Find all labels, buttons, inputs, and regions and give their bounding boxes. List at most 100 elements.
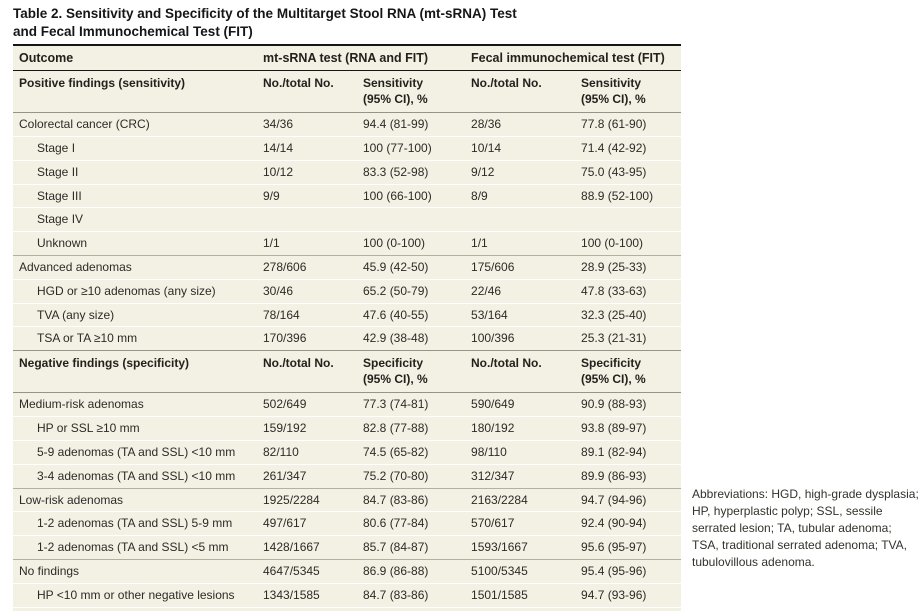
row-label: TVA (any size) [13, 302, 257, 327]
outcome-column-header: Outcome [13, 45, 257, 71]
cell-value: 94.4 (81-99) [357, 112, 466, 137]
cell-value: 95.6 (95-97) [575, 535, 682, 560]
cell-value: 1343/1585 [257, 582, 357, 608]
cell-value: 80.6 (77-84) [357, 511, 466, 536]
cell-value: 47.8 (33-63) [575, 278, 682, 304]
table-row: HGD or ≥10 adenomas (any size) 30/46 65.… [13, 278, 682, 304]
cell-value: 22/46 [465, 278, 576, 304]
cell-value: 1501/1585 [465, 582, 576, 608]
row-label: 3-4 adenomas (TA and SSL) <10 mm [13, 463, 257, 489]
row-label: HGD or ≥10 adenomas (any size) [13, 278, 257, 304]
table-row: Low-risk adenomas 1925/2284 84.7 (83-86)… [13, 487, 682, 512]
cell-value: 497/617 [257, 511, 357, 536]
cell-value: 28/36 [465, 112, 576, 137]
column-header: No./total No. [257, 69, 357, 114]
cell-value [575, 207, 682, 232]
cell-value: 175/606 [465, 254, 576, 280]
table-row: HP <10 mm or other negative lesions 1343… [13, 582, 682, 608]
table-row: HP or SSL ≥10 mm 159/192 82.8 (77-88) 18… [13, 416, 682, 441]
cell-value: 75.0 (43-95) [575, 159, 682, 185]
cell-value: 1925/2284 [257, 487, 357, 512]
cell-value: 92.4 (90-94) [575, 511, 682, 536]
cell-value: 75.2 (70-80) [357, 463, 466, 489]
table-row: Colorectal cancer (CRC) 34/36 94.4 (81-9… [13, 112, 682, 137]
cell-value: 9/9 [257, 183, 357, 208]
fit-group-header: Fecal immunochemical test (FIT) [465, 45, 682, 71]
row-label: No findings [13, 558, 257, 584]
cell-value: 159/192 [257, 416, 357, 441]
row-label: Low-risk adenomas [13, 487, 257, 512]
table-row: TSA or TA ≥10 mm 170/396 42.9 (38-48) 10… [13, 326, 682, 351]
cell-value: 1/1 [465, 231, 576, 256]
cell-value: 28.9 (25-33) [575, 254, 682, 280]
cell-value: 89.1 (82-94) [575, 439, 682, 465]
cell-value: 3304/3760 [257, 606, 357, 611]
table-title: Table 2. Sensitivity and Specificity of … [13, 6, 517, 40]
cell-value: 590/649 [465, 392, 576, 417]
row-label: Advanced adenomas [13, 254, 257, 280]
row-label: Medium-risk adenomas [13, 392, 257, 417]
cell-value: 100 (0-100) [575, 231, 682, 256]
cell-value: 14/14 [257, 135, 357, 161]
mtsrna-group-header: mt-sRNA test (RNA and FIT) [257, 45, 466, 71]
cell-value: 42.9 (38-48) [357, 326, 466, 351]
cell-value: 83.3 (52-98) [357, 159, 466, 185]
cell-value: 170/396 [257, 326, 357, 351]
column-header: No./total No. [465, 69, 576, 114]
table-row: Unknown 1/1 100 (0-100) 1/1 100 (0-100) [13, 231, 682, 256]
cell-value: 312/347 [465, 463, 576, 489]
section-label: Negative findings (specificity) [13, 350, 257, 394]
cell-value: 570/617 [465, 511, 576, 536]
cell-value: 9/12 [465, 159, 576, 185]
cell-value: 47.6 (40-55) [357, 302, 466, 327]
cell-value [357, 207, 466, 232]
cell-value: 30/46 [257, 278, 357, 304]
row-label: Stage IV [13, 207, 257, 232]
cell-value: 90.9 (88-93) [575, 392, 682, 417]
cell-value: 86.9 (86-88) [357, 558, 466, 584]
cell-value: 88.9 (52-100) [575, 183, 682, 208]
row-label: Unknown [13, 231, 257, 256]
cell-value: 278/606 [257, 254, 357, 280]
cell-value: 45.9 (42-50) [357, 254, 466, 280]
cell-value: 1593/1667 [465, 535, 576, 560]
cell-value: 95.4 (95-96) [575, 558, 682, 584]
cell-value: 34/36 [257, 112, 357, 137]
row-label: 5-9 adenomas (TA and SSL) <10 mm [13, 439, 257, 465]
table-row: 1-2 adenomas (TA and SSL) <5 mm 1428/166… [13, 535, 682, 560]
cell-value: 98/110 [465, 439, 576, 465]
sensitivity-section: Positive findings (sensitivity) No./tota… [13, 69, 682, 351]
row-label: Stage III [13, 183, 257, 208]
cell-value: 4647/5345 [257, 558, 357, 584]
cell-value: 100 (77-100) [357, 135, 466, 161]
cell-value: 32.3 (25-40) [575, 302, 682, 327]
row-label: HP <10 mm or other negative lesions [13, 582, 257, 608]
table-container: Outcome mt-sRNA test (RNA and FIT) Fecal… [13, 44, 682, 611]
cell-value: 100 (66-100) [357, 183, 466, 208]
cell-value: 93.8 (89-97) [575, 416, 682, 441]
cell-value: 1/1 [257, 231, 357, 256]
cell-value: 78/164 [257, 302, 357, 327]
cell-value: 261/347 [257, 463, 357, 489]
cell-value: 85.7 (84-87) [357, 535, 466, 560]
table-row: Advanced adenomas 278/606 45.9 (42-50) 1… [13, 254, 682, 280]
row-label: Colorectal cancer (CRC) [13, 112, 257, 137]
table-row: 5-9 adenomas (TA and SSL) <10 mm 82/110 … [13, 439, 682, 465]
column-header: Specificity (95% CI), % [575, 350, 682, 394]
column-header: No./total No. [465, 350, 576, 394]
table-row: Stage II 10/12 83.3 (52-98) 9/12 75.0 (4… [13, 159, 682, 185]
table-row: Stage III 9/9 100 (66-100) 8/9 88.9 (52-… [13, 183, 682, 208]
cell-value: 53/164 [465, 302, 576, 327]
cell-value: 180/192 [465, 416, 576, 441]
cell-value: 82/110 [257, 439, 357, 465]
cell-value: 2163/2284 [465, 487, 576, 512]
cell-value: 74.5 (65-82) [357, 439, 466, 465]
table-row: No lesions on colonoscopy 3304/3760 87.9… [13, 606, 682, 611]
cell-value: 502/649 [257, 392, 357, 417]
cell-value: 77.8 (61-90) [575, 112, 682, 137]
cell-value: 25.3 (21-31) [575, 326, 682, 351]
cell-value: 89.9 (86-93) [575, 463, 682, 489]
section-header-row: Negative findings (specificity) No./tota… [13, 350, 682, 394]
column-header: No./total No. [257, 350, 357, 394]
